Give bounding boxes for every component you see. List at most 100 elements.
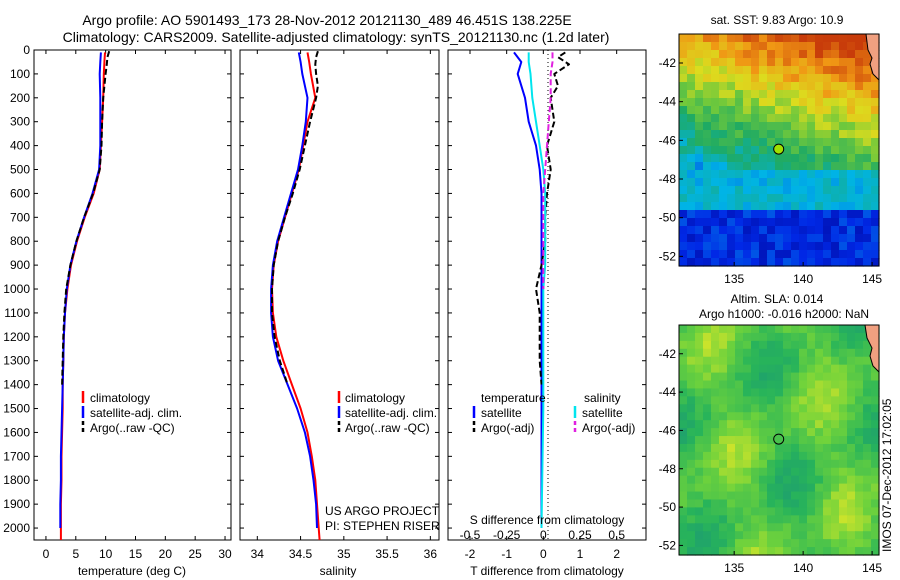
y-tick-label: 1600 bbox=[3, 425, 30, 439]
p4-heatmap-cell bbox=[679, 226, 688, 235]
p5-heatmap-cell bbox=[847, 443, 856, 453]
p4-heatmap-cell bbox=[783, 178, 792, 187]
p5-heatmap-cell bbox=[839, 483, 848, 493]
p5-heatmap-cell bbox=[767, 396, 776, 405]
p5-heatmap-cell bbox=[799, 515, 808, 524]
p4-heatmap-cell bbox=[799, 138, 808, 147]
p4-heatmap-cell bbox=[775, 226, 784, 235]
p5-heatmap-cell bbox=[783, 507, 792, 516]
p5-heatmap-cell bbox=[767, 436, 776, 445]
p4-heatmap-cell bbox=[831, 74, 840, 83]
p5-heatmap-cell bbox=[871, 404, 880, 413]
p4-heatmap-cell bbox=[695, 258, 704, 267]
p4-heatmap-cell bbox=[847, 122, 856, 131]
p4-heatmap-cell bbox=[815, 50, 824, 59]
p5-heatmap-cell bbox=[775, 332, 784, 342]
p4-heatmap-cell bbox=[799, 98, 808, 107]
p5-heatmap-cell bbox=[871, 443, 880, 453]
p5-heatmap-cell bbox=[711, 372, 720, 382]
p4-heatmap-cell bbox=[871, 202, 880, 211]
p4-heatmap-cell bbox=[711, 34, 720, 43]
p5-heatmap-cell bbox=[855, 428, 864, 437]
p5-heatmap-cell bbox=[839, 364, 848, 374]
p5-heatmap-cell bbox=[695, 539, 704, 548]
p5-heatmap-cell bbox=[687, 340, 696, 350]
p5-heatmap-cell bbox=[783, 396, 792, 405]
p5-heatmap-cell bbox=[791, 348, 800, 358]
p5-heatmap-cell bbox=[783, 356, 792, 366]
p4-heatmap-cell bbox=[775, 258, 784, 267]
p5-heatmap-cell bbox=[679, 340, 688, 350]
p5-heatmap-cell bbox=[711, 436, 720, 445]
p5-heatmap-cell bbox=[751, 428, 760, 437]
p4-heatmap-cell bbox=[751, 178, 760, 187]
p5-heatmap-cell bbox=[823, 443, 832, 453]
p4-heatmap-cell bbox=[807, 202, 816, 211]
p5-heatmap-cell bbox=[727, 420, 736, 429]
p4-heatmap-cell bbox=[767, 122, 776, 131]
p5-heatmap-cell bbox=[815, 451, 824, 461]
p5-heatmap-cell bbox=[719, 491, 728, 501]
p5-heatmap-cell bbox=[799, 340, 808, 350]
p5-heatmap-cell bbox=[727, 340, 736, 350]
p5-heatmap-cell bbox=[759, 348, 768, 358]
p5-heatmap-cell bbox=[847, 428, 856, 437]
p5-heatmap-cell bbox=[855, 451, 864, 461]
p5-heatmap-cell bbox=[863, 539, 872, 548]
p4-heatmap-cell bbox=[775, 210, 784, 219]
p4-heatmap-cell bbox=[807, 114, 816, 123]
p4-heatmap-cell bbox=[751, 226, 760, 235]
p5-heatmap-cell bbox=[687, 483, 696, 493]
p4-heatmap-cell bbox=[727, 202, 736, 211]
p5-heatmap-cell bbox=[783, 332, 792, 342]
series-line-temperature-argo-adj- bbox=[535, 51, 570, 385]
p4-heatmap-cell bbox=[767, 202, 776, 211]
p5-heatmap-cell bbox=[863, 499, 872, 509]
p4-heatmap-cell bbox=[847, 42, 856, 51]
series-line-argo-raw-qc- bbox=[61, 50, 111, 385]
y-tick-label: 400 bbox=[10, 139, 30, 153]
difference-legend-t-satellite: satellite bbox=[481, 406, 522, 420]
p4-heatmap-cell bbox=[863, 138, 872, 147]
p5-heatmap-cell bbox=[711, 523, 720, 532]
p5-heatmap-cell bbox=[807, 396, 816, 405]
p4-heatmap-cell bbox=[735, 162, 744, 171]
p4-heatmap-cell bbox=[855, 258, 864, 267]
p5-heatmap-cell bbox=[807, 348, 816, 358]
p5-heatmap-cell bbox=[847, 356, 856, 366]
p4-heatmap-cell bbox=[831, 170, 840, 179]
p4-heatmap-cell bbox=[775, 106, 784, 115]
p4-heatmap-cell bbox=[767, 42, 776, 51]
p4-heatmap-cell bbox=[847, 170, 856, 179]
x-tick-label: 0 bbox=[540, 547, 547, 561]
p4-heatmap-cell bbox=[751, 146, 760, 155]
p5-heatmap-cell bbox=[703, 467, 712, 477]
p5-heatmap-cell bbox=[823, 451, 832, 461]
p5-heatmap-cell bbox=[799, 436, 808, 445]
p4-heatmap-cell bbox=[743, 178, 752, 187]
p5-heatmap-cell bbox=[775, 428, 784, 437]
p5-heatmap-cell bbox=[679, 467, 688, 477]
p4-heatmap-cell bbox=[823, 114, 832, 123]
p5-heatmap-cell bbox=[783, 483, 792, 493]
sla-map-title-line1: Altim. SLA: 0.014 bbox=[731, 292, 824, 306]
p5-heatmap-cell bbox=[727, 380, 736, 390]
p5-heatmap-cell bbox=[863, 443, 872, 453]
p4-heatmap-cell bbox=[775, 154, 784, 163]
p4-heatmap-cell bbox=[791, 42, 800, 51]
p4-heatmap-cell bbox=[855, 34, 864, 43]
p4-heatmap-cell bbox=[871, 154, 880, 163]
p4-heatmap-cell bbox=[831, 138, 840, 147]
p5-heatmap-cell bbox=[807, 475, 816, 485]
p4-heatmap-cell bbox=[751, 98, 760, 107]
p4-heatmap-cell bbox=[823, 90, 832, 99]
p4-heatmap-cell bbox=[855, 74, 864, 83]
p4-heatmap-cell bbox=[703, 50, 712, 59]
p5-heatmap-cell bbox=[703, 396, 712, 405]
p5-heatmap-cell bbox=[727, 428, 736, 437]
p4-heatmap-cell bbox=[703, 226, 712, 235]
p4-heatmap-cell bbox=[775, 42, 784, 51]
p4-heatmap-cell bbox=[679, 186, 688, 195]
y-tick-label: 600 bbox=[10, 186, 30, 200]
p4-heatmap-cell bbox=[695, 130, 704, 139]
